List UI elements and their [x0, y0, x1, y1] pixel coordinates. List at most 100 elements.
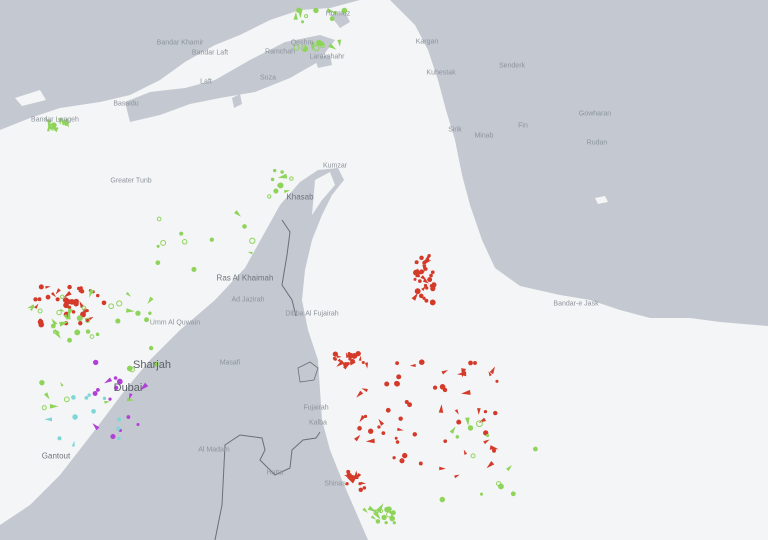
vessel-marker-tanker[interactable] — [67, 284, 72, 290]
vessel-marker-tanker[interactable] — [360, 481, 367, 485]
vessel-marker-tanker[interactable] — [454, 474, 460, 479]
vessel-marker-tug_special[interactable] — [116, 426, 121, 431]
vessel-marker-cargo[interactable] — [328, 43, 337, 50]
vessel-marker-passenger[interactable] — [113, 376, 118, 380]
vessel-marker-tanker[interactable] — [378, 418, 385, 426]
vessel-marker-passenger[interactable] — [126, 415, 131, 419]
vessel-marker-cargo[interactable] — [270, 177, 275, 182]
vessel-marker-tanker[interactable] — [45, 294, 51, 300]
vessel-marker-cargo[interactable] — [160, 239, 167, 246]
vessel-marker-tanker[interactable] — [413, 277, 417, 281]
vessel-marker-cargo[interactable] — [144, 317, 149, 323]
vessel-marker-tanker[interactable] — [343, 361, 349, 368]
vessel-marker-cargo[interactable] — [89, 334, 95, 339]
vessel-marker-tanker[interactable] — [422, 296, 426, 300]
vessel-marker-passenger[interactable] — [128, 393, 133, 400]
vessel-marker-tug_special[interactable] — [71, 395, 76, 400]
vessel-marker-cargo[interactable] — [390, 510, 396, 516]
vessel-marker-tug_special[interactable] — [72, 414, 78, 420]
vessel-marker-tanker[interactable] — [422, 264, 427, 273]
vessel-marker-cargo[interactable] — [148, 345, 154, 351]
vessel-marker-tanker[interactable] — [443, 439, 448, 444]
vessel-marker-tanker[interactable] — [468, 360, 473, 366]
vessel-marker-cargo[interactable] — [64, 121, 69, 126]
vessel-marker-cargo[interactable] — [249, 237, 256, 244]
vessel-marker-cargo[interactable] — [67, 337, 72, 343]
vessel-marker-cargo[interactable] — [84, 317, 91, 324]
vessel-marker-tanker[interactable] — [37, 297, 42, 302]
vessel-marker-tanker[interactable] — [414, 260, 419, 265]
vessel-marker-cargo[interactable] — [284, 190, 291, 194]
vessel-marker-tanker[interactable] — [55, 288, 61, 295]
vessel-marker-passenger[interactable] — [92, 423, 100, 431]
vessel-marker-tanker[interactable] — [422, 260, 427, 265]
vessel-marker-cargo[interactable] — [41, 405, 47, 411]
vessel-marker-cargo[interactable] — [156, 244, 160, 248]
vessel-marker-cargo[interactable] — [126, 397, 134, 402]
vessel-marker-cargo[interactable] — [465, 417, 470, 426]
vessel-marker-tanker[interactable] — [429, 273, 433, 278]
vessel-marker-cargo[interactable] — [125, 291, 132, 297]
vessel-marker-tanker[interactable] — [427, 277, 433, 283]
vessel-marker-tanker[interactable] — [418, 461, 423, 466]
vessel-marker-tanker[interactable] — [358, 482, 362, 486]
vessel-marker-tanker[interactable] — [333, 357, 337, 361]
vessel-marker-tanker[interactable] — [33, 297, 38, 302]
vessel-marker-cargo[interactable] — [179, 231, 184, 236]
vessel-marker-cargo[interactable] — [116, 300, 123, 307]
vessel-marker-cargo[interactable] — [153, 361, 159, 367]
vessel-marker-tanker[interactable] — [358, 355, 362, 361]
vessel-marker-tanker[interactable] — [429, 299, 436, 306]
vessel-marker-cargo[interactable] — [85, 329, 91, 334]
vessel-marker-tanker[interactable] — [364, 362, 369, 369]
vessel-marker-cargo[interactable] — [510, 491, 516, 497]
vessel-marker-passenger[interactable] — [139, 382, 149, 391]
vessel-marker-tanker[interactable] — [454, 409, 459, 415]
vessel-marker-cargo[interactable] — [63, 314, 68, 321]
vessel-marker-tug_special[interactable] — [117, 417, 122, 422]
vessel-marker-cargo[interactable] — [370, 515, 377, 520]
vessel-marker-cargo[interactable] — [60, 381, 64, 387]
vessel-marker-cargo[interactable] — [439, 496, 446, 503]
vessel-marker-tanker[interactable] — [438, 404, 444, 413]
vessel-marker-cargo[interactable] — [277, 173, 288, 179]
vessel-marker-cargo[interactable] — [386, 511, 393, 518]
vessel-marker-tanker[interactable] — [486, 461, 495, 469]
vessel-marker-cargo[interactable] — [233, 210, 242, 217]
vessel-marker-cargo[interactable] — [59, 308, 65, 312]
vessel-marker-cargo[interactable] — [47, 125, 50, 132]
vessel-marker-cargo[interactable] — [313, 44, 320, 52]
vessel-marker-tanker[interactable] — [419, 269, 425, 275]
vessel-marker-cargo[interactable] — [126, 365, 133, 372]
vessel-marker-tanker[interactable] — [439, 466, 446, 471]
vessel-marker-cargo[interactable] — [367, 505, 377, 513]
vessel-marker-cargo[interactable] — [313, 7, 319, 14]
vessel-marker-cargo[interactable] — [108, 303, 115, 310]
vessel-marker-tug_special[interactable] — [102, 396, 107, 401]
vessel-marker-cargo[interactable] — [59, 321, 69, 327]
vessel-marker-cargo[interactable] — [135, 310, 141, 316]
vessel-marker-tanker[interactable] — [368, 428, 374, 434]
vessel-marker-tanker[interactable] — [395, 440, 400, 444]
vessel-marker-passenger[interactable] — [96, 388, 100, 392]
vessel-marker-cargo[interactable] — [455, 435, 460, 439]
vessel-marker-tanker[interactable] — [489, 366, 496, 375]
vessel-marker-cargo[interactable] — [37, 308, 43, 314]
vessel-marker-cargo[interactable] — [76, 315, 83, 322]
vessel-marker-cargo[interactable] — [479, 492, 484, 496]
vessel-marker-tanker[interactable] — [332, 351, 339, 357]
vessel-marker-passenger[interactable] — [92, 391, 98, 397]
vessel-marker-tanker[interactable] — [430, 285, 436, 292]
vessel-marker-tanker[interactable] — [477, 408, 481, 415]
vessel-marker-tanker[interactable] — [395, 361, 400, 366]
vessel-marker-tanker[interactable] — [358, 487, 363, 493]
vessel-marker-tanker[interactable] — [62, 297, 69, 303]
vessel-marker-cargo[interactable] — [333, 11, 337, 15]
vessel-marker-tanker[interactable] — [422, 278, 430, 284]
vessel-marker-tanker[interactable] — [359, 414, 366, 423]
vessel-marker-passenger[interactable] — [136, 423, 140, 427]
vessel-marker-cargo[interactable] — [147, 296, 154, 304]
vessel-marker-cargo[interactable] — [50, 323, 56, 329]
vessel-marker-cargo[interactable] — [52, 329, 58, 334]
